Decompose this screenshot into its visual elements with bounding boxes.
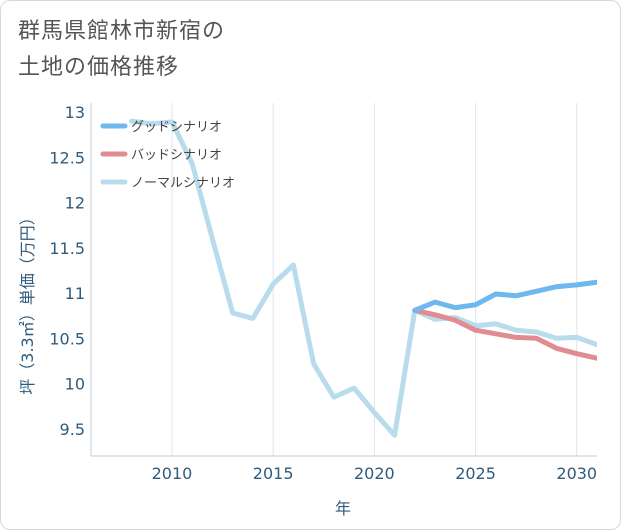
x-axis-title: 年 [335, 499, 351, 518]
y-tick-label: 9.5 [60, 420, 85, 439]
series-lines [129, 118, 597, 438]
y-tick-label: 10 [65, 375, 85, 394]
y-tick-label: 12 [65, 194, 85, 213]
y-axis-title: 坪（3.3㎡）単価（万円） [18, 209, 37, 394]
y-tick-label: 10.5 [49, 329, 85, 348]
series-line-0 [412, 279, 597, 313]
tick-labels: 2010 2015 2020 2025 2030 9.5 10 10.5 11 11.5 12 12.… [49, 103, 597, 483]
legend-label: グッドシナリオ [131, 120, 222, 135]
x-tick-label: 2025 [455, 464, 496, 483]
legend-item-1[interactable]: バッドシナリオ [100, 148, 222, 163]
y-tick-label: 12.5 [49, 148, 85, 167]
x-tick-label: 2015 [253, 464, 294, 483]
legend-label: ノーマルシナリオ [131, 176, 235, 191]
chart-title: 群馬県館林市新宿の 土地の価格推移 [18, 14, 225, 86]
legend-item-2[interactable]: ノーマルシナリオ [100, 176, 235, 191]
series-line-1 [412, 307, 597, 361]
y-tick-label: 13 [65, 103, 85, 122]
legend-item-0[interactable]: グッドシナリオ [100, 120, 222, 135]
chart-title-line-2: 土地の価格推移 [18, 55, 180, 80]
grid-lines [171, 103, 578, 456]
x-tick-label: 2010 [152, 464, 193, 483]
x-tick-label: 2030 [556, 464, 597, 483]
chart-title-line-1: 群馬県館林市新宿の [18, 19, 226, 44]
series-line-2 [129, 118, 597, 438]
y-tick-label: 11 [65, 284, 85, 303]
legend-label: バッドシナリオ [131, 148, 222, 163]
plot-axes [90, 103, 597, 457]
x-tick-label: 2020 [354, 464, 395, 483]
y-tick-label: 11.5 [49, 239, 85, 258]
